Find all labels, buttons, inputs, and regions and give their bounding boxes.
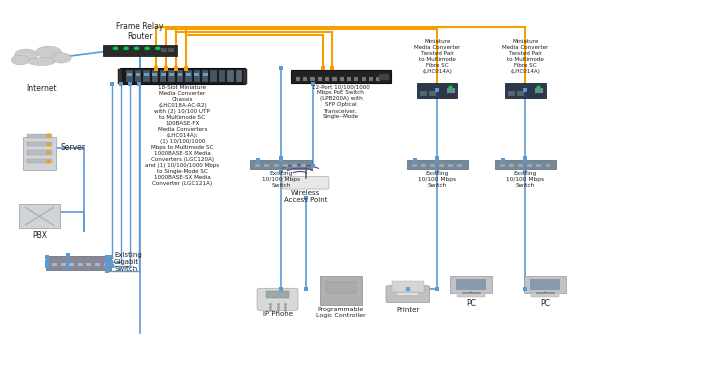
Bar <box>368 77 373 81</box>
Bar <box>227 70 234 82</box>
Bar <box>301 164 306 167</box>
FancyBboxPatch shape <box>392 280 424 292</box>
Bar <box>144 73 149 75</box>
Bar <box>528 164 532 167</box>
FancyBboxPatch shape <box>495 160 556 169</box>
Bar <box>508 91 515 96</box>
Bar <box>412 164 417 167</box>
Bar <box>236 70 242 82</box>
Bar <box>78 263 83 266</box>
Bar <box>136 73 141 75</box>
Bar <box>303 77 307 81</box>
Bar <box>160 73 165 75</box>
Bar <box>518 164 523 167</box>
Bar <box>430 91 437 96</box>
Text: Frame Relay
Router: Frame Relay Router <box>116 22 164 41</box>
Bar <box>202 73 207 75</box>
FancyBboxPatch shape <box>103 45 178 56</box>
Circle shape <box>155 47 160 50</box>
Text: PC: PC <box>466 299 476 308</box>
Text: Printer: Printer <box>396 307 420 313</box>
FancyBboxPatch shape <box>320 276 362 305</box>
Bar <box>256 164 261 167</box>
Bar <box>87 263 92 266</box>
Bar <box>292 164 297 167</box>
Text: Existing
10/100 Mbps
Switch: Existing 10/100 Mbps Switch <box>418 171 457 188</box>
Bar <box>283 164 288 167</box>
Bar <box>420 91 427 96</box>
Ellipse shape <box>11 55 30 65</box>
FancyBboxPatch shape <box>257 288 298 310</box>
Bar <box>70 263 74 266</box>
Text: Internet: Internet <box>26 84 57 93</box>
Circle shape <box>145 47 149 50</box>
Ellipse shape <box>15 49 38 61</box>
FancyBboxPatch shape <box>386 286 430 303</box>
FancyBboxPatch shape <box>291 70 391 83</box>
Bar <box>398 293 418 295</box>
FancyBboxPatch shape <box>27 159 52 163</box>
Bar <box>447 88 455 93</box>
Bar <box>243 69 247 84</box>
Bar <box>325 77 329 81</box>
Bar <box>169 73 174 75</box>
Bar <box>518 91 525 96</box>
Bar <box>347 77 351 81</box>
Bar <box>161 48 167 52</box>
Text: 12-Port 10/100/1000
Mbps PoE Switch
(LPB200A) with
SFP Optical
Transceiver,
Sing: 12-Port 10/100/1000 Mbps PoE Switch (LPB… <box>312 84 370 119</box>
Bar <box>339 77 344 81</box>
Bar <box>536 164 541 167</box>
Bar <box>135 70 141 82</box>
FancyBboxPatch shape <box>120 68 245 84</box>
Bar <box>60 263 65 266</box>
Bar <box>376 77 381 81</box>
Text: Existing
Gigabit
Switch: Existing Gigabit Switch <box>114 252 142 272</box>
Text: 18-Slot Miniature
Media Converter
Chassis
(LHC018A-AC-R2)
with (2) 10/100 UTP
to: 18-Slot Miniature Media Converter Chassi… <box>146 85 219 186</box>
FancyBboxPatch shape <box>407 160 468 169</box>
Bar <box>531 294 559 297</box>
Ellipse shape <box>28 57 55 66</box>
Bar <box>332 77 337 81</box>
Bar <box>160 70 166 82</box>
Bar <box>104 263 109 266</box>
Bar <box>219 70 225 82</box>
Bar <box>143 70 150 82</box>
Bar <box>430 164 435 167</box>
Bar <box>457 294 486 297</box>
Text: Server: Server <box>60 143 85 153</box>
Text: Existing
10/100 Mbps
Switch: Existing 10/100 Mbps Switch <box>506 171 545 188</box>
Bar <box>185 70 192 82</box>
Bar <box>152 70 158 82</box>
Bar <box>177 70 183 82</box>
Bar <box>296 77 300 81</box>
Text: PBX: PBX <box>32 231 47 240</box>
Circle shape <box>114 47 118 50</box>
Bar <box>52 263 57 266</box>
Bar <box>448 164 453 167</box>
Text: PC: PC <box>540 299 550 308</box>
Bar <box>509 164 514 167</box>
Bar <box>195 73 200 75</box>
Text: Existing
10/100 Mbps
Switch: Existing 10/100 Mbps Switch <box>262 171 300 188</box>
Text: Miniature
Media Converter
Twisted Pair
to Multimode
Fibre SC
(LHC014A): Miniature Media Converter Twisted Pair t… <box>414 40 461 75</box>
FancyBboxPatch shape <box>417 82 457 98</box>
Bar <box>95 263 100 266</box>
FancyBboxPatch shape <box>251 160 312 169</box>
Bar <box>530 279 560 291</box>
Bar <box>500 164 505 167</box>
Bar <box>126 70 133 82</box>
Bar <box>545 164 550 167</box>
Bar <box>186 73 191 75</box>
Circle shape <box>134 47 138 50</box>
Bar <box>310 77 315 81</box>
Bar <box>535 88 543 93</box>
Circle shape <box>124 47 129 50</box>
Bar <box>210 70 217 82</box>
FancyBboxPatch shape <box>266 291 290 298</box>
Text: Programmable
Logic Controller: Programmable Logic Controller <box>316 307 366 318</box>
FancyBboxPatch shape <box>23 137 55 170</box>
Bar <box>178 73 182 75</box>
Bar <box>168 70 175 82</box>
Text: Miniature
Media Converter
Twisted Pair
to Multimode
Fibre SC
(LHC014A): Miniature Media Converter Twisted Pair t… <box>502 40 549 75</box>
Bar <box>168 48 174 52</box>
